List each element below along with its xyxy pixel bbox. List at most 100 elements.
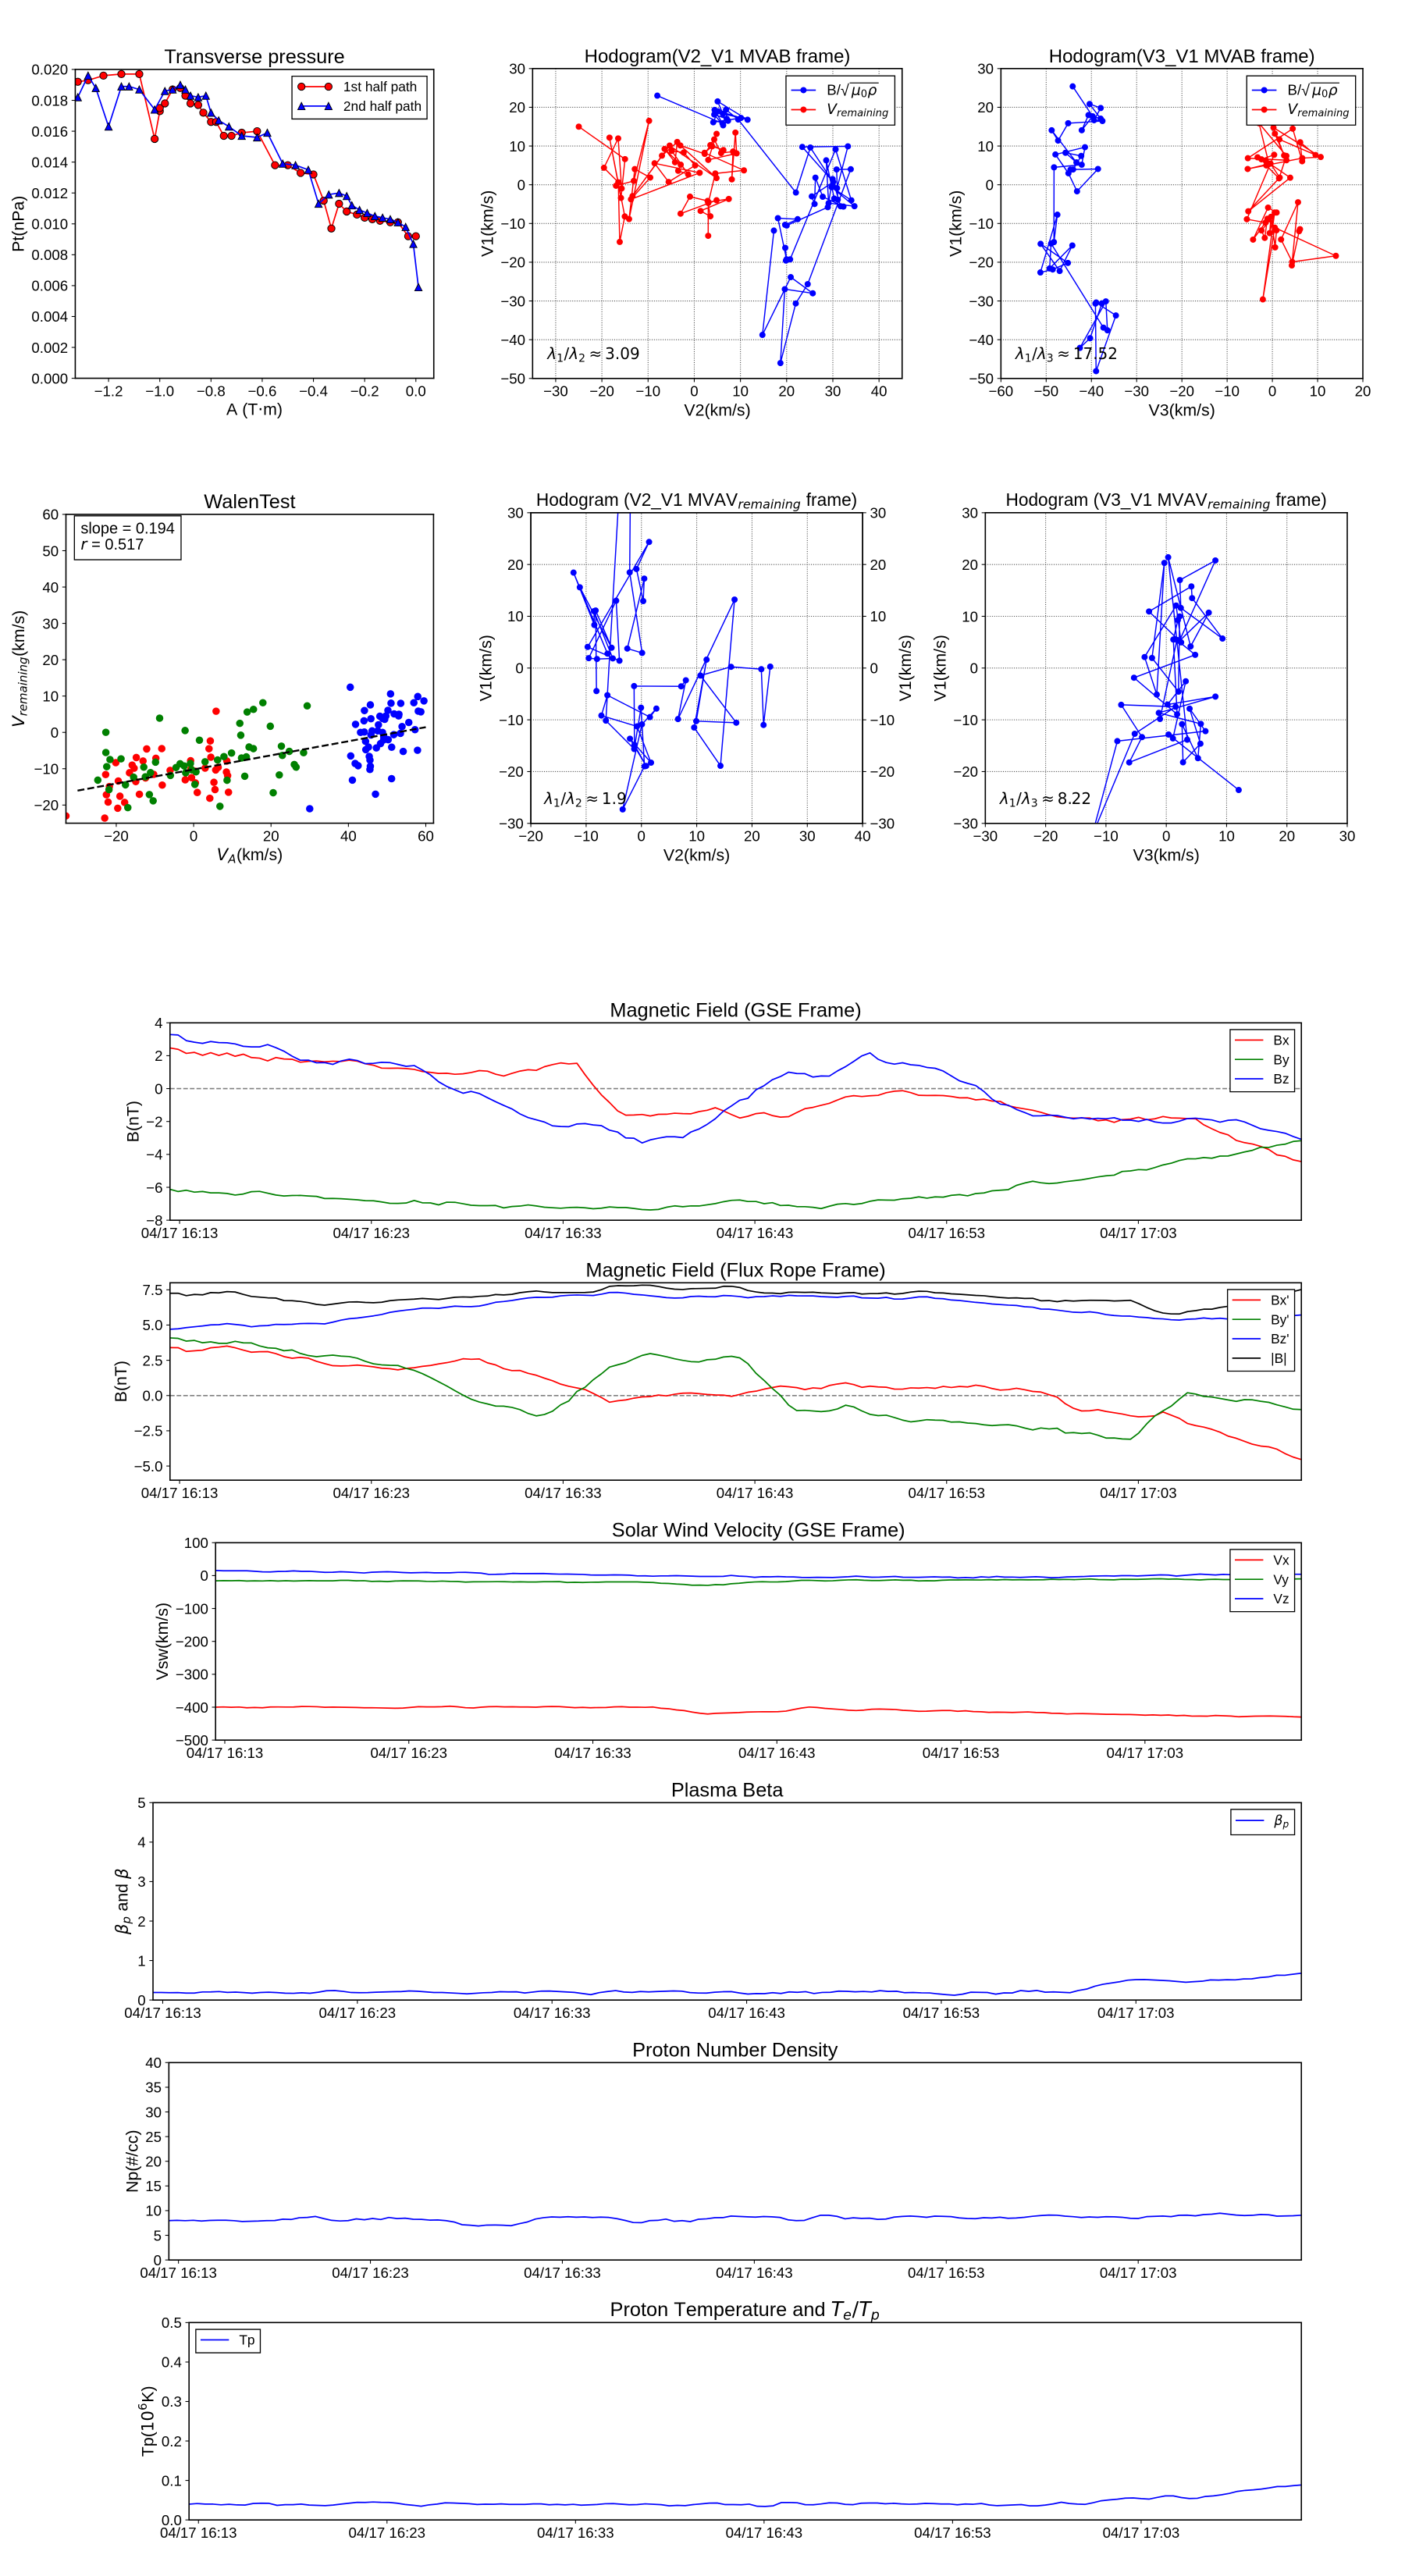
svg-text:04/17 16:33: 04/17 16:33	[525, 1485, 602, 1501]
svg-text:Plasma Beta: Plasma Beta	[671, 1779, 784, 1801]
svg-text:10: 10	[42, 688, 59, 704]
svg-text:04/17 16:43: 04/17 16:43	[716, 2265, 793, 2281]
svg-text:04/17 17:03: 04/17 17:03	[1100, 1485, 1177, 1501]
svg-text:0: 0	[515, 660, 523, 677]
svg-text:04/17 16:53: 04/17 16:53	[908, 1485, 985, 1501]
svg-text:10: 10	[1310, 383, 1326, 400]
svg-text:04/17 16:13: 04/17 16:13	[140, 2265, 217, 2281]
svg-text:−10: −10	[574, 828, 599, 845]
svg-text:0.008: 0.008	[31, 247, 68, 263]
svg-text:−20: −20	[870, 763, 895, 780]
svg-text:H o d o g r a m ( V 3 _ V 1: H o d o g r a m ( V 3 _ V 1 M V A V f r …	[1005, 489, 1331, 513]
svg-text:−200: −200	[176, 1633, 208, 1649]
svg-text:−500: −500	[176, 1732, 208, 1749]
svg-text:V2(km/s): V2(km/s)	[684, 400, 750, 419]
svg-text:−100: −100	[176, 1600, 208, 1617]
svg-text:Np(#/cc): Np(#/cc)	[123, 2129, 141, 2193]
svg-text:−20: −20	[104, 827, 129, 844]
svg-text:−40: −40	[500, 332, 525, 348]
svg-text:−20: −20	[34, 797, 59, 813]
svg-text:−8: −8	[146, 1212, 162, 1229]
svg-text:T p ( K ) 1 0 6: T p ( K ) 1 0 6	[136, 2381, 158, 2457]
svg-text:5: 5	[137, 1795, 145, 1811]
svg-text:B(nT): B(nT)	[112, 1361, 130, 1402]
svg-text:40: 40	[871, 383, 887, 400]
svg-text:0.016: 0.016	[31, 123, 68, 140]
svg-text:40: 40	[42, 579, 59, 596]
svg-text:−4: −4	[146, 1147, 162, 1163]
svg-text:40: 40	[855, 828, 871, 845]
svg-text:V1(km/s): V1(km/s)	[896, 635, 915, 701]
svg-text:10: 10	[509, 138, 525, 155]
svg-text:−40: −40	[969, 332, 994, 348]
svg-text:Bx: Bx	[1273, 1032, 1289, 1048]
svg-text:3: 3	[137, 1873, 145, 1890]
svg-text:0: 0	[986, 176, 994, 193]
svg-text:2: 2	[137, 1913, 145, 1930]
svg-text:−2.5: −2.5	[134, 1423, 163, 1439]
svg-text:0.3: 0.3	[162, 2393, 182, 2410]
svg-text:50: 50	[42, 543, 59, 559]
svg-text:20: 20	[263, 827, 279, 844]
svg-text:60: 60	[42, 507, 59, 523]
svg-text:V3(km/s): V3(km/s)	[1133, 845, 1200, 864]
svg-text:|B|: |B|	[1271, 1350, 1287, 1366]
svg-text:04/17 16:43: 04/17 16:43	[738, 1745, 816, 1761]
svg-text:−20: −20	[1169, 383, 1194, 400]
svg-text:60: 60	[418, 827, 434, 844]
svg-text:0.002: 0.002	[31, 340, 68, 356]
svg-text:20: 20	[42, 652, 59, 668]
svg-text:Vx: Vx	[1273, 1552, 1289, 1567]
svg-text:V2(km/s): V2(km/s)	[663, 845, 730, 864]
svg-text:B(nT): B(nT)	[123, 1101, 142, 1142]
svg-text:β β p a n d: β β p a n d	[112, 1863, 133, 1935]
svg-text:−0.8: −0.8	[197, 382, 226, 399]
svg-text:0.1: 0.1	[162, 2472, 182, 2489]
svg-text:−10: −10	[500, 215, 525, 232]
svg-text:10: 10	[1218, 828, 1235, 845]
svg-text:04/17 16:53: 04/17 16:53	[914, 2524, 991, 2541]
svg-text:V r e m a i n i n g: V r e m a i n i n g	[1288, 99, 1350, 120]
svg-text:−30: −30	[499, 816, 524, 832]
svg-text:Tp: Tp	[239, 2332, 254, 2348]
svg-text:04/17 16:53: 04/17 16:53	[903, 2005, 980, 2021]
svg-text:P r o t o n T e m p e r a t: P r o t o n T e m p e r a t u r e a n d …	[610, 2297, 884, 2323]
svg-text:04/17 16:53: 04/17 16:53	[923, 1745, 1000, 1761]
svg-text:10: 10	[145, 2203, 162, 2219]
svg-text:−20: −20	[500, 254, 525, 271]
svg-text:04/17 16:23: 04/17 16:23	[333, 1225, 410, 1241]
svg-text:0.018: 0.018	[31, 92, 68, 109]
svg-text:−20: −20	[969, 254, 994, 271]
svg-text:20: 20	[778, 383, 795, 400]
svg-text:−20: −20	[589, 383, 614, 400]
svg-text:100: 100	[184, 1535, 208, 1551]
svg-text:H o d o g r a m ( V 2 _ V 1: H o d o g r a m ( V 2 _ V 1 M V A V f r …	[536, 489, 862, 513]
svg-text:04/17 16:13: 04/17 16:13	[141, 1485, 219, 1501]
svg-text:0.0: 0.0	[406, 382, 426, 399]
svg-text:V1(km/s): V1(km/s)	[947, 190, 966, 257]
svg-text:−0.2: −0.2	[350, 382, 379, 399]
svg-text:Vz: Vz	[1273, 1591, 1289, 1606]
svg-text:V1(km/s): V1(km/s)	[476, 635, 495, 701]
svg-text:04/17 17:03: 04/17 17:03	[1097, 2005, 1175, 2021]
svg-text:By': By'	[1271, 1311, 1289, 1327]
svg-text:−2: −2	[146, 1113, 162, 1130]
svg-text:−30: −30	[969, 293, 994, 309]
svg-text:10: 10	[870, 608, 886, 624]
svg-text:20: 20	[870, 557, 886, 573]
svg-text:25: 25	[145, 2129, 162, 2145]
svg-text:−20: −20	[499, 763, 524, 780]
svg-text:−1.0: −1.0	[145, 382, 174, 399]
svg-text:λ λ 1 3 / ≈ 8 . 2 2: λ λ 1 3 / ≈ 8 . 2 2	[999, 789, 1091, 810]
svg-text:20: 20	[509, 99, 525, 116]
svg-text:−30: −30	[543, 383, 568, 400]
svg-text:30: 30	[507, 505, 524, 521]
svg-text:−10: −10	[34, 761, 59, 777]
svg-text:−10: −10	[1215, 383, 1240, 400]
svg-text:Proton Number Density: Proton Number Density	[632, 2039, 838, 2061]
svg-text:20: 20	[962, 557, 978, 573]
svg-text:04/17 16:43: 04/17 16:43	[717, 1485, 794, 1501]
svg-text:04/17 16:53: 04/17 16:53	[908, 2265, 985, 2281]
svg-text:30: 30	[509, 61, 525, 77]
svg-text:By: By	[1273, 1051, 1289, 1067]
